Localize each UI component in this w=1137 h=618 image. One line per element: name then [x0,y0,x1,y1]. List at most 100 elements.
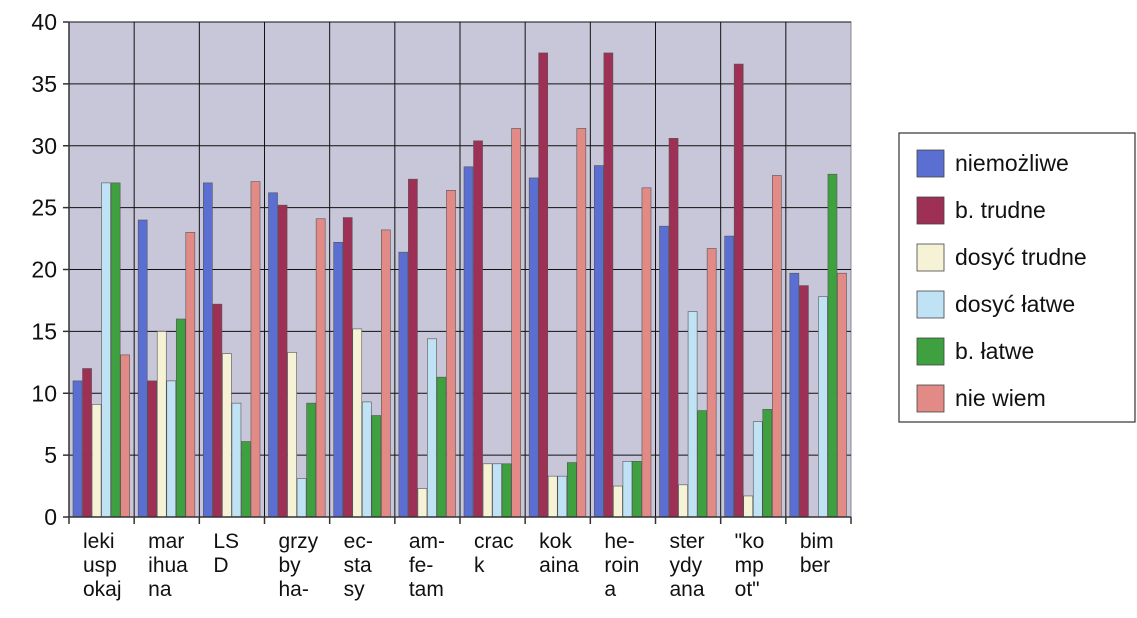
bar [277,204,288,518]
bar [101,182,111,518]
bar [137,219,148,518]
legend-label: nie wiem [955,385,1046,411]
x-category-label: crac k [474,530,514,577]
bar [743,495,754,518]
bar [231,402,242,518]
bar [185,232,196,518]
bar [622,461,633,518]
x-category-label: bim ber [800,530,834,577]
x-category-label: kok aina [539,530,579,577]
legend-swatch [916,243,945,272]
bar [528,177,539,518]
bar [706,248,717,518]
y-tick-label: 5 [44,442,57,468]
bar [296,478,307,518]
bar [511,128,521,518]
bar [473,140,483,518]
legend: niemożliwe b. trudne dosyć trudne dosyć łat… [898,132,1136,423]
legend-swatch [916,384,945,413]
x-category-label: ec-sta sy [344,530,373,601]
x-category-label-line: okaj [83,578,122,601]
bar [91,404,102,518]
bar [417,488,428,518]
bar [789,272,800,518]
x-category-label-line: sy [344,578,366,601]
bar [268,192,278,518]
y-tick-label: 20 [31,257,57,283]
bar [436,376,447,518]
x-category-label-line: aina [539,554,579,577]
bar [342,217,353,518]
x-category-label-line: grzy [279,530,319,553]
bar [762,409,773,518]
x-category-label-line: na [148,578,172,601]
bar [837,272,847,518]
bar [501,463,512,518]
bar [576,128,587,518]
legend-swatch [916,337,945,366]
bar [315,218,326,518]
bar [697,410,707,518]
x-category-label-line: ana [670,578,705,601]
y-tick-label: 35 [31,71,57,97]
bar [203,182,213,518]
legend-label: b. trudne [955,197,1046,223]
legend-swatch [916,149,945,178]
y-tick-label: 15 [31,318,57,344]
bar [333,241,344,518]
x-category-label-line: ha- [279,578,309,601]
bar [538,52,549,518]
bar [82,368,92,518]
bar [482,463,493,518]
bar [381,229,391,518]
bar [733,63,744,518]
bar [371,415,382,518]
bar [212,303,223,518]
legend-label: dosyć łatwe [955,291,1075,317]
x-category-label-line: sta [344,554,372,577]
bar [659,225,669,518]
x-category-label: mar ihua na [148,530,188,601]
bar [408,178,418,518]
legend-swatch [916,290,945,319]
bar [306,402,316,518]
legend-label: dosyć trudne [955,244,1087,270]
x-category-label-line: by [279,554,302,577]
bar [446,190,456,518]
bar [287,352,297,518]
x-category-label: ster ydy ana [670,530,705,601]
x-category-label: he-roin a [604,530,639,601]
x-category-label-line: usp [83,554,117,577]
bars [72,52,847,518]
x-category-label: LS D [213,530,239,577]
legend-label: niemożliwe [955,150,1069,176]
x-category-label-line: k [474,554,485,577]
bar [120,354,130,518]
bar [772,175,782,518]
x-category-label-line: ihua [148,554,188,577]
x-category-label-line: he- [604,530,634,553]
x-category-label-line: tam [409,578,444,601]
bar [463,166,474,518]
x-category-label-line: ot" [735,578,760,601]
bar [250,181,261,518]
bar [668,138,679,518]
y-tick-label: 25 [31,195,57,221]
bar [678,484,688,518]
x-category-label-line: LS [213,530,239,553]
bar [752,421,763,518]
y-tick-label: 10 [31,380,57,406]
bar [147,380,158,518]
x-category-label-line: bim [800,530,834,553]
legend-swatch [916,196,945,225]
y-tick-label: 0 [44,504,57,530]
x-category-label-line: kok [539,530,572,553]
bar [827,173,838,518]
x-category-label-line: ster [670,530,705,553]
bar [687,311,698,518]
x-category-label-line: roin [604,554,639,577]
bar [724,235,734,518]
x-category-label-line: ber [800,554,830,577]
bar [175,318,186,518]
